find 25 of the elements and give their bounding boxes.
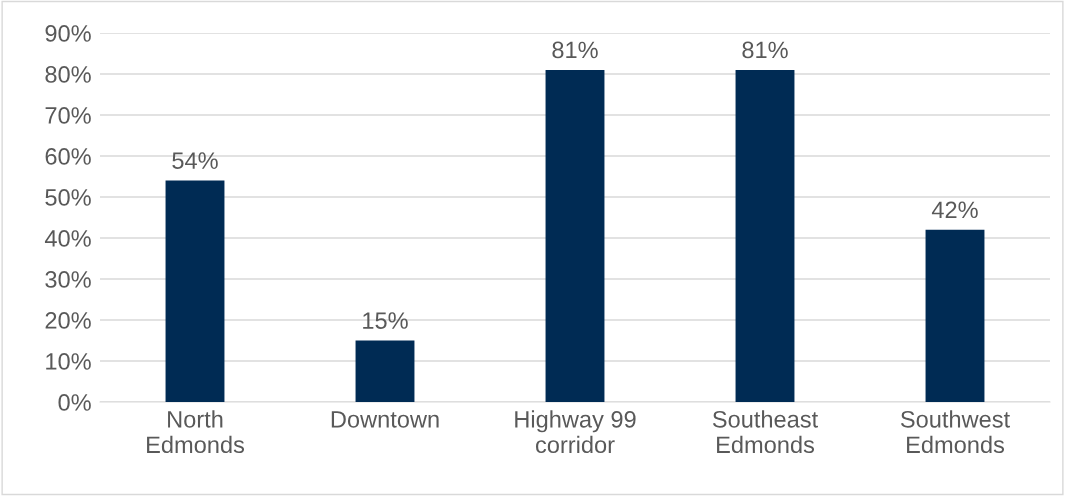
data-label: 42%	[931, 201, 978, 219]
y-tick-label: 20%	[45, 312, 91, 329]
y-tick-label: 90%	[45, 25, 91, 42]
y-tick-label: 80%	[45, 66, 91, 83]
data-label: 81%	[742, 41, 788, 59]
x-tick-label: Southeast Edmonds	[712, 410, 818, 454]
data-label: 15%	[363, 312, 408, 329]
bar	[165, 180, 225, 402]
data-label: 54%	[172, 152, 218, 169]
y-tick-label: 50%	[45, 189, 91, 206]
bar	[545, 69, 605, 402]
y-tick-label: 30%	[45, 271, 91, 288]
bar	[735, 69, 795, 402]
x-tick-label: Downtown	[331, 411, 439, 428]
y-tick-label: 10%	[46, 353, 91, 370]
y-tick-label: 0%	[58, 394, 91, 411]
x-tick-label: Highway 99 corridor	[515, 410, 636, 454]
y-tick-label: 70%	[45, 107, 91, 124]
bar	[925, 229, 985, 402]
y-tick-label: 60%	[45, 148, 91, 165]
x-tick-label: Southwest Edmonds	[900, 410, 1010, 454]
x-tick-label: North Edmonds	[147, 410, 245, 454]
y-tick-label: 40%	[44, 230, 91, 247]
bar	[355, 340, 415, 402]
data-label: 81%	[552, 41, 598, 59]
